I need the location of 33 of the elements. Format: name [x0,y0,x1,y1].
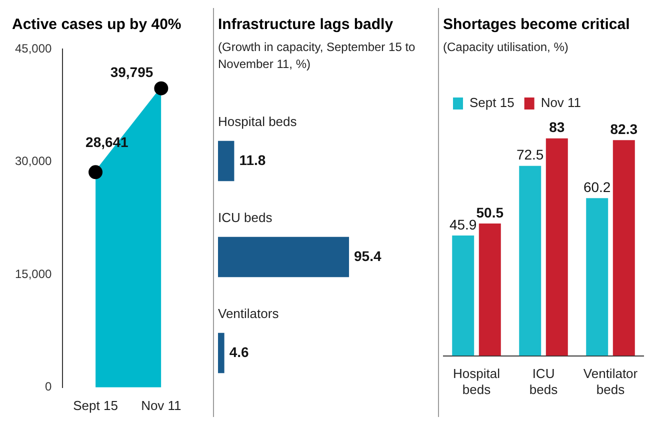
category-label: Ventilators [218,306,279,321]
chart-title: Shortages become critical [443,16,631,33]
data-label: 50.5 [476,204,504,220]
chart-subtitle: (Growth in capacity, September 15 to November 11, %) [218,39,416,73]
y-tick-label: 15,000 [15,266,52,281]
data-label: 60.2 [583,178,611,195]
bar [612,140,635,356]
bar [586,198,608,356]
x-tick-label: Hospital beds [453,366,500,397]
data-label: 11.8 [239,152,266,168]
x-tick-label: Ventilator beds [583,366,638,397]
chart-title: Infrastructure lags badly [218,16,394,33]
bar [519,166,542,356]
chart-subtitle: (Capacity utilisation, %) [443,39,570,56]
bar [478,223,501,356]
y-tick-label: 30,000 [15,154,52,168]
y-tick-label: 45,000 [15,42,52,56]
data-label: 4.6 [229,344,249,360]
data-label: 82.3 [610,121,638,138]
bar [546,138,568,356]
category-label: Hospital beds [218,114,297,129]
x-tick-label: ICU beds [529,366,558,397]
data-label: 45.9 [449,216,477,232]
legend-label: Sept 15 [470,95,514,110]
category-label: ICU beds [218,210,272,225]
bar [452,236,474,356]
data-label: 39,795 [110,64,154,80]
legend-label: Nov 11 [540,95,582,110]
chart-title: Active cases up by 40% [12,16,182,33]
data-label: 95.4 [354,248,382,264]
y-tick-label: 0 [45,380,52,394]
data-label: 72.5 [516,146,544,163]
data-label: 83 [549,119,565,136]
